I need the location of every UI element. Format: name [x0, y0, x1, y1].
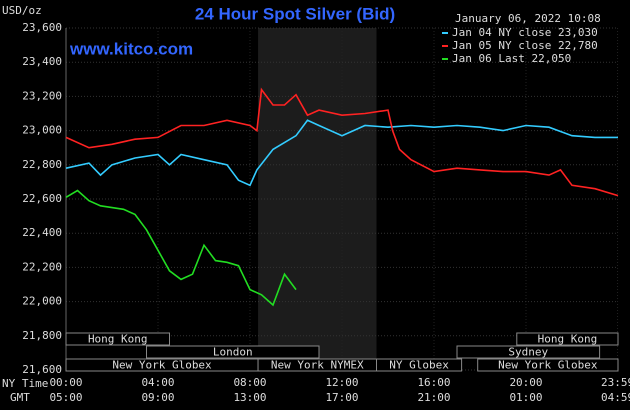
- series-line: [65, 87, 619, 197]
- website: www.kitco.com: [69, 39, 193, 58]
- x-tick-label: 00:00: [49, 376, 82, 389]
- y-tick-label: 22,600: [22, 192, 62, 205]
- x-tick-label: 23:59: [601, 376, 630, 389]
- session-label: New York NYMEX: [271, 359, 364, 372]
- series-line: [65, 189, 297, 307]
- session-box: [477, 358, 619, 372]
- x-tick-label: 04:00: [141, 376, 174, 389]
- session-box: [65, 332, 170, 346]
- x-tick-label: 12:00: [325, 376, 358, 389]
- gmt-label: 01:00: [509, 391, 542, 404]
- session-label: NY Globex: [389, 359, 449, 372]
- y-axis-label: USD/oz: [2, 4, 42, 17]
- legend-label: Jan 06 Last 22,050: [452, 52, 571, 65]
- y-tick-label: 22,200: [22, 260, 62, 273]
- session-shade: [258, 28, 377, 370]
- series-line: [65, 119, 618, 187]
- session-box: [376, 358, 463, 372]
- timestamp: January 06, 2022 10:08: [455, 12, 601, 25]
- gmt-label: 13:00: [233, 391, 266, 404]
- session-label: Sydney: [508, 346, 548, 359]
- chart-title: 24 Hour Spot Silver (Bid): [195, 4, 395, 23]
- session-label: New York Globex: [498, 359, 598, 372]
- y-tick-label: 23,400: [22, 55, 62, 68]
- y-tick-label: 22,400: [22, 226, 62, 239]
- session-label: New York Globex: [112, 359, 212, 372]
- session-label: Hong Kong: [88, 333, 148, 346]
- y-tick-label: 23,000: [22, 124, 62, 137]
- session-label: Hong Kong: [538, 333, 598, 346]
- y-tick-label: 21,600: [22, 363, 62, 376]
- session-box: [516, 332, 619, 346]
- gmt-label: 04:59: [601, 391, 630, 404]
- x-tick-label: 08:00: [233, 376, 266, 389]
- y-tick-label: 23,200: [22, 89, 62, 102]
- gmt-label: 21:00: [417, 391, 450, 404]
- y-tick-label: 22,800: [22, 158, 62, 171]
- x-row-label: GMT: [10, 391, 30, 404]
- legend-label: Jan 04 NY close 23,030: [452, 26, 598, 39]
- gmt-label: 17:00: [325, 391, 358, 404]
- session-box: [146, 345, 320, 359]
- session-box: [456, 345, 601, 359]
- x-tick-label: 20:00: [509, 376, 542, 389]
- session-label: London: [213, 346, 253, 359]
- legend-label: Jan 05 NY close 22,780: [452, 39, 598, 52]
- x-row-label: NY Time: [2, 377, 48, 390]
- y-tick-label: 21,800: [22, 329, 62, 342]
- y-tick-label: 23,600: [22, 21, 62, 34]
- gmt-label: 09:00: [141, 391, 174, 404]
- x-tick-label: 16:00: [417, 376, 450, 389]
- y-tick-label: 22,000: [22, 295, 62, 308]
- gmt-label: 05:00: [49, 391, 82, 404]
